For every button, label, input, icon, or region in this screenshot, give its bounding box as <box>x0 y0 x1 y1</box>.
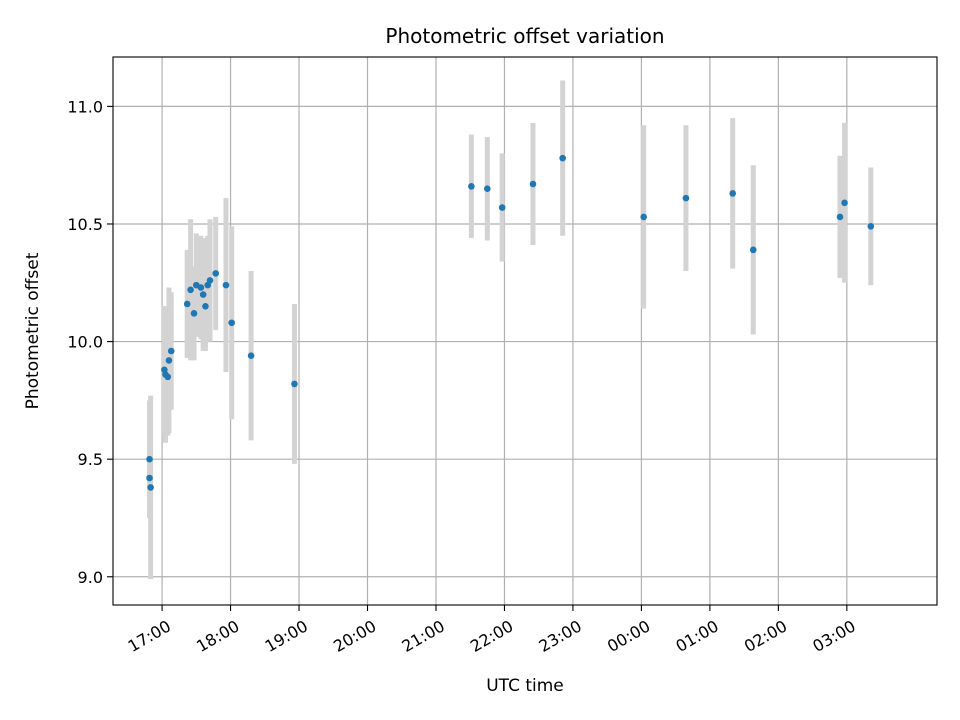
data-point <box>202 303 209 310</box>
data-point <box>222 281 230 289</box>
data-point <box>498 204 506 211</box>
data-point <box>729 190 737 197</box>
x-axis-label: UTC time <box>486 676 564 696</box>
data-point <box>867 223 875 230</box>
data-point <box>165 357 173 364</box>
chart-title: Photometric offset variation <box>385 24 664 48</box>
y-tick-label: 10.5 <box>67 215 103 234</box>
data-point <box>484 185 491 193</box>
data-points <box>146 154 875 491</box>
data-point <box>640 213 647 221</box>
data-point <box>682 194 690 202</box>
data-point <box>841 199 848 207</box>
data-point <box>836 213 844 221</box>
y-tick-label: 11.0 <box>67 97 103 116</box>
data-point <box>212 270 220 277</box>
data-point <box>206 277 214 284</box>
data-point <box>228 319 235 327</box>
y-tick-label: 10.0 <box>67 333 103 352</box>
y-axis-label: Photometric offset <box>23 252 43 409</box>
plot-frame <box>112 56 938 606</box>
data-point <box>197 284 205 291</box>
y-axis-ticks: 9.0 9.5 10.0 10.5 11.0 <box>67 97 113 587</box>
y-tick-label: 9.0 <box>78 568 103 587</box>
y-tick-label: 9.5 <box>78 450 103 469</box>
data-point <box>291 380 298 388</box>
data-point <box>190 310 198 317</box>
data-point <box>146 474 153 482</box>
data-point <box>559 154 566 162</box>
data-point <box>187 286 194 294</box>
data-point <box>183 300 191 308</box>
data-point <box>164 373 172 381</box>
data-point <box>199 291 207 298</box>
data-point <box>468 183 475 190</box>
data-point <box>247 352 255 359</box>
data-point <box>147 484 154 491</box>
data-point <box>146 455 153 463</box>
data-point <box>529 180 537 188</box>
data-point <box>167 347 175 355</box>
data-point <box>749 246 757 254</box>
